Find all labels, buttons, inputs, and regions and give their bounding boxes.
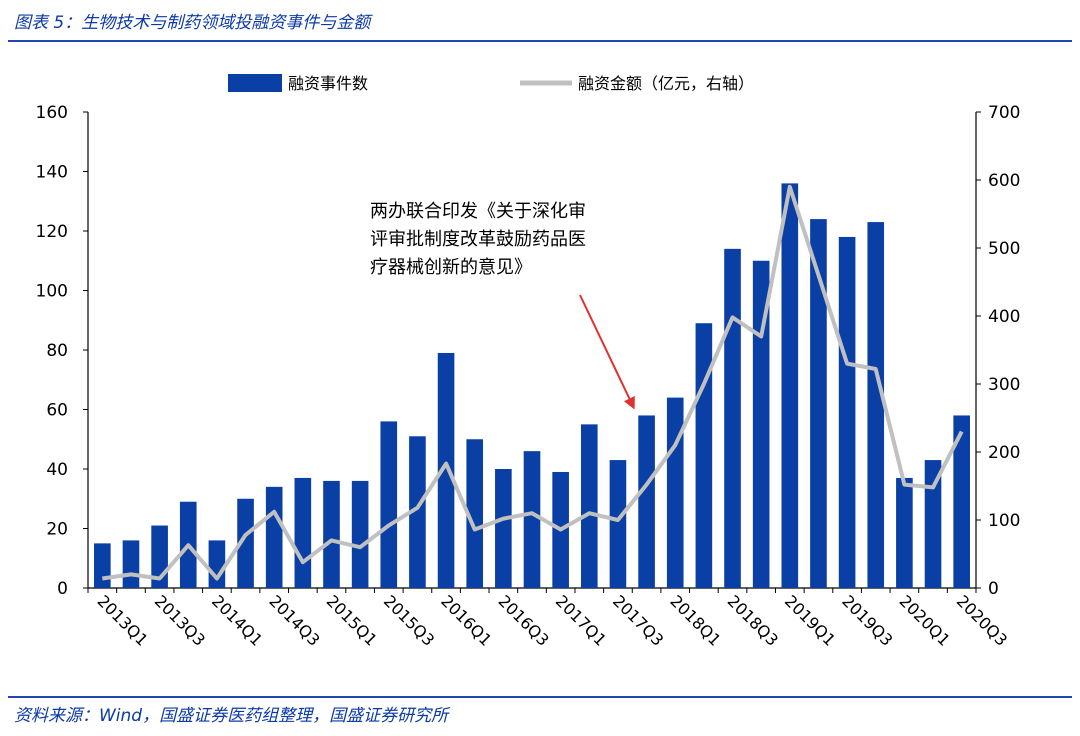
x-tick-label: 2015Q1 (323, 591, 381, 649)
right-tick-label: 500 (988, 239, 1020, 259)
bottom-divider (8, 696, 1072, 698)
bar (638, 415, 655, 588)
x-tick-label: 2013Q1 (93, 591, 151, 649)
left-tick-label: 40 (46, 460, 68, 480)
source-note: 资料来源：Wind，国盛证券医药组整理，国盛证券研究所 (14, 706, 449, 726)
bar (666, 397, 684, 588)
x-tick-label: 2016Q1 (437, 591, 495, 649)
bar (495, 469, 512, 588)
right-tick-label: 700 (988, 103, 1020, 123)
right-axis-ticks: 0 100 200 300 400 500 600 700 (976, 103, 1020, 599)
bar (752, 260, 770, 588)
x-tick-label: 2020Q3 (953, 591, 1011, 649)
bar (380, 421, 398, 588)
annotation-line-3: 疗器械创新的意见》 (370, 257, 532, 278)
left-tick-label: 80 (46, 341, 68, 361)
x-tick-label: 2019Q3 (838, 591, 896, 649)
bar (523, 451, 541, 588)
x-tick-label: 2014Q3 (265, 591, 323, 649)
annotation: 两办联合印发《关于深化审 评审批制度改革鼓励药品医 疗器械创新的意见》 (370, 201, 635, 410)
right-tick-label: 600 (988, 171, 1020, 191)
bar (896, 477, 913, 588)
right-tick-label: 100 (988, 511, 1020, 531)
bar (351, 480, 369, 588)
legend: 融资事件数 融资金额（亿元，右轴） (228, 74, 754, 93)
x-tick-label: 2020Q1 (896, 591, 954, 649)
bar (867, 222, 885, 588)
left-tick-label: 160 (36, 103, 68, 123)
bar (724, 248, 741, 588)
bar (781, 183, 799, 588)
x-tick-label: 2014Q1 (208, 591, 266, 649)
bar (466, 439, 484, 588)
x-tick-label: 2019Q1 (781, 591, 839, 649)
left-tick-label: 60 (46, 401, 68, 421)
x-tick-label: 2016Q3 (495, 591, 553, 649)
figure-title: 图表 5：生物技术与制药领域投融资事件与金额 (14, 13, 371, 33)
left-tick-label: 120 (36, 222, 68, 242)
right-tick-label: 400 (988, 307, 1020, 327)
right-tick-label: 300 (988, 375, 1020, 395)
annotation-line-2: 评审批制度改革鼓励药品医 (370, 229, 586, 250)
bar (409, 436, 426, 588)
x-axis-ticks: 2013Q12013Q32014Q12014Q32015Q12015Q32016… (87, 588, 1011, 650)
right-tick-label: 0 (988, 579, 999, 599)
bar (94, 543, 111, 588)
left-tick-label: 0 (57, 579, 68, 599)
x-tick-label: 2018Q3 (724, 591, 782, 649)
bar (265, 486, 283, 588)
left-tick-label: 140 (36, 163, 68, 183)
bar (237, 498, 254, 588)
line-series (102, 184, 964, 581)
bar (323, 480, 340, 588)
x-tick-label: 2017Q1 (552, 591, 610, 649)
bar-series (94, 183, 970, 588)
bar (609, 460, 627, 588)
bar (838, 236, 856, 588)
x-tick-label: 2015Q3 (380, 591, 438, 649)
annotation-arrow (579, 294, 631, 400)
right-tick-label: 200 (988, 443, 1020, 463)
bar (695, 323, 713, 588)
bar (953, 415, 970, 588)
top-divider (8, 40, 1072, 42)
legend-label-line: 融资金额（亿元，右轴） (578, 74, 754, 93)
left-tick-label: 100 (36, 282, 68, 302)
bar (810, 219, 827, 588)
left-axis-ticks: 0 20 40 60 80 100 120 140 160 (36, 103, 88, 599)
bar (580, 424, 598, 588)
bar (924, 460, 942, 588)
bar (122, 540, 140, 588)
bar (208, 540, 226, 588)
left-tick-label: 20 (46, 520, 68, 540)
legend-label-bars: 融资事件数 (288, 74, 368, 93)
x-tick-label: 2013Q3 (151, 591, 209, 649)
annotation-arrowhead (623, 396, 635, 410)
legend-swatch-bars (228, 74, 282, 92)
bar (294, 477, 312, 588)
x-tick-label: 2018Q1 (666, 591, 724, 649)
x-tick-label: 2017Q3 (609, 591, 667, 649)
bar (437, 352, 455, 588)
annotation-line-1: 两办联合印发《关于深化审 (370, 201, 586, 222)
amount-line (102, 184, 964, 581)
